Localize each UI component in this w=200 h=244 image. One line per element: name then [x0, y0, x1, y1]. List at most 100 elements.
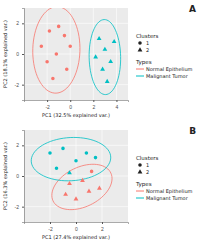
legend-label: Normal Epithelium [146, 66, 193, 73]
ellipse [33, 8, 80, 93]
x-axis: -2 0 2 4 [25, 100, 129, 110]
tick: -2 [15, 204, 24, 210]
point [55, 52, 59, 56]
tick: 4 [116, 100, 119, 110]
y-axis: -2 0 2 [15, 9, 25, 101]
tick-label: 0 [16, 173, 19, 179]
axis-line [22, 9, 25, 101]
tick: 2 [16, 20, 24, 26]
point [45, 60, 49, 64]
tick-label: 2 [92, 104, 95, 110]
tick-label: 2 [16, 142, 19, 148]
axis-line [22, 131, 25, 223]
tick-mark [22, 207, 24, 208]
tick-label: 2 [101, 226, 104, 232]
legend-marker [138, 47, 143, 51]
plot-area [33, 8, 121, 95]
legend-label: 1 [146, 162, 149, 168]
point [51, 77, 55, 81]
panel: -2 0 2 -2 0 2 PC1 (27.4% explained var.) PC2 (1… [2, 126, 196, 241]
x-axis-title: PC1 (32.5% explained var.) [42, 112, 110, 119]
tick: 0 [69, 100, 72, 110]
ellipse [89, 20, 121, 95]
legend-title: Clusters [136, 155, 159, 161]
tick-mark [47, 100, 48, 102]
point [65, 68, 69, 72]
point [80, 178, 85, 182]
grid-line [24, 145, 128, 146]
grid-line [24, 206, 128, 207]
tick-label: 2 [16, 20, 19, 26]
tick-mark [116, 100, 117, 102]
tick-label: -2 [15, 204, 20, 210]
point [93, 54, 98, 58]
point [87, 189, 92, 193]
tick: 0 [16, 173, 24, 179]
tick-label: 4 [116, 104, 119, 110]
panel-title: B [189, 126, 196, 136]
legend-label: Malignant Tumor [146, 195, 189, 202]
legend-marker [138, 169, 143, 173]
point [61, 147, 65, 151]
point [63, 34, 67, 38]
tick: 0 [16, 51, 24, 57]
grid-line [24, 54, 128, 55]
point [90, 170, 94, 174]
point [102, 47, 107, 51]
tick-mark [22, 23, 24, 24]
point [97, 36, 102, 40]
legend-swatch [136, 198, 144, 199]
point [48, 29, 52, 33]
tick-mark [22, 54, 24, 55]
grid-line [24, 176, 128, 177]
tick: -2 [48, 222, 53, 232]
legend-marker [138, 163, 142, 167]
tick-mark [93, 100, 94, 102]
legend-label: Malignant Tumor [146, 73, 189, 80]
point [74, 159, 78, 163]
point [112, 39, 117, 43]
y-axis: -2 0 2 [15, 131, 25, 223]
point [85, 151, 89, 155]
tick: 0 [75, 222, 78, 232]
plot-area [31, 137, 112, 209]
point [55, 167, 59, 171]
panel-title: A [189, 4, 196, 14]
tick-mark [22, 85, 24, 86]
tick-mark [22, 176, 24, 177]
legend-label: 2 [146, 47, 149, 53]
tick-label: 0 [16, 51, 19, 57]
legend-title: Types [135, 59, 152, 66]
point [100, 67, 105, 71]
plot-background [24, 8, 128, 100]
point [57, 25, 61, 29]
tick-label: 0 [75, 226, 78, 232]
point [67, 181, 72, 185]
axis-line [25, 223, 129, 225]
tick-mark [70, 100, 71, 102]
legend-swatch [136, 76, 144, 77]
legend-label: 1 [146, 40, 149, 46]
legend-label: 2 [146, 169, 149, 175]
tick: 2 [16, 142, 24, 148]
legend-title: Types [135, 181, 152, 188]
legend-label: Normal Epithelium [146, 188, 193, 195]
point [63, 192, 68, 196]
y-axis-title: PC2 (16.3% explained var.) [2, 142, 9, 210]
plot-background [24, 130, 128, 222]
tick: 2 [101, 222, 104, 232]
tick: 2 [92, 100, 95, 110]
point [94, 156, 98, 160]
legend-swatch [136, 69, 144, 70]
point [48, 151, 52, 155]
x-axis-title: PC1 (27.4% explained var.) [42, 234, 110, 241]
grid-line [24, 23, 128, 24]
point [40, 45, 44, 49]
tick-label: -2 [15, 82, 20, 88]
axis-line [25, 101, 129, 103]
grid-line [24, 84, 128, 85]
panel: -2024-202PC1 (32.5% explained var.)PC2 (… [2, 4, 196, 119]
tick-label: -2 [45, 104, 50, 110]
point [74, 196, 79, 200]
point [108, 59, 113, 63]
